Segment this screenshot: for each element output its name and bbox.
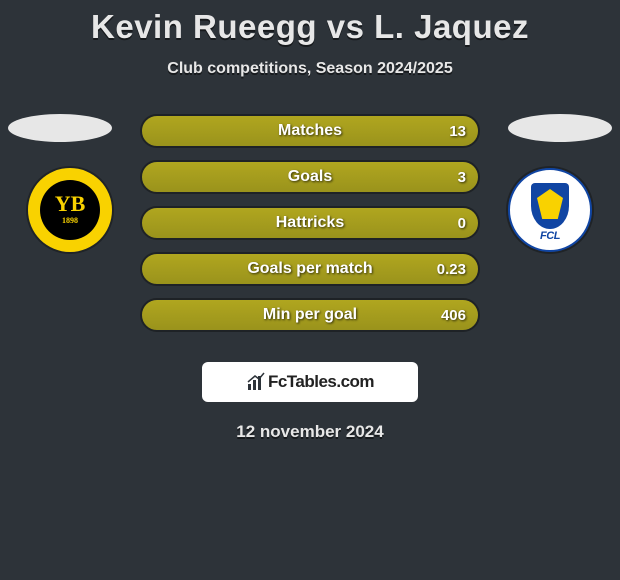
comparison-card: Kevin Rueegg vs L. Jaquez Club competiti… [0,0,620,580]
content-area: YB 1898 FCL Matches13 Goals3 Hattricks0 Goa… [0,114,620,442]
club-right-short: FCL [540,230,560,242]
stat-right-value: 406 [441,300,466,330]
brand-box: FcTables.com [202,362,418,402]
club-left-short: YB [55,193,86,215]
brand-text: FcTables.com [268,372,374,392]
club-logo-left-outer: YB 1898 [28,168,112,252]
stat-right-value: 13 [449,116,466,146]
page-title: Kevin Rueegg vs L. Jaquez [0,0,620,46]
stat-right-value: 3 [458,162,466,192]
stat-bar: Goals3 [140,160,480,194]
stat-label: Min per goal [142,300,478,330]
club-logo-left-inner: YB 1898 [40,180,100,240]
stat-label: Hattricks [142,208,478,238]
stat-bar: Goals per match0.23 [140,252,480,286]
club-logo-right-outer: FCL [508,168,592,252]
brand-logo: FcTables.com [246,372,374,392]
stat-bar: Hattricks0 [140,206,480,240]
club-logo-right: FCL [508,168,592,252]
stat-bars: Matches13 Goals3 Hattricks0 Goals per match… [140,114,480,332]
stat-label: Matches [142,116,478,146]
stat-bar: Min per goal406 [140,298,480,332]
stat-right-value: 0.23 [437,254,466,284]
stat-label: Goals [142,162,478,192]
club-right-crest-icon [531,183,569,229]
player-silhouette-right [508,114,612,142]
page-subtitle: Club competitions, Season 2024/2025 [0,60,620,78]
stat-bar: Matches13 [140,114,480,148]
chart-icon [246,372,266,392]
club-left-year: 1898 [62,215,78,226]
date-label: 12 november 2024 [0,422,620,442]
player-silhouette-left [8,114,112,142]
stat-right-value: 0 [458,208,466,238]
stat-label: Goals per match [142,254,478,284]
club-logo-left: YB 1898 [28,168,112,252]
